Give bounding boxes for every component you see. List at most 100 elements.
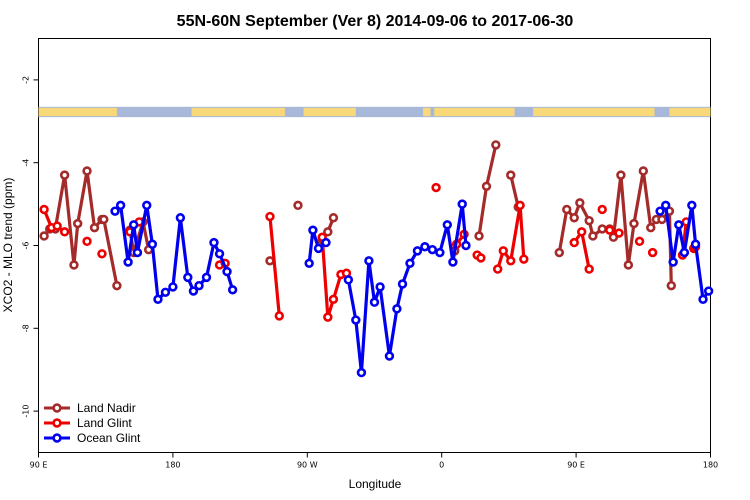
data-point xyxy=(183,272,193,283)
land-ocean-band xyxy=(38,106,711,118)
land-band-segment xyxy=(423,107,431,117)
data-point xyxy=(304,258,314,269)
data-point xyxy=(168,282,178,292)
data-point xyxy=(660,200,671,211)
series-line xyxy=(268,216,281,317)
legend-label: Ocean Glint xyxy=(77,431,141,445)
data-point xyxy=(69,260,79,270)
data-point xyxy=(690,239,701,249)
data-point xyxy=(293,200,303,211)
data-point xyxy=(323,312,333,322)
data-point xyxy=(647,247,658,258)
x-tick-label: 90 E xyxy=(30,461,48,470)
data-point xyxy=(634,236,645,247)
data-point xyxy=(110,206,120,216)
data-point xyxy=(160,287,171,297)
data-point xyxy=(506,170,516,180)
y-tick-label: -8 xyxy=(22,324,31,332)
data-point xyxy=(562,204,572,215)
data-point xyxy=(666,280,676,291)
data-point xyxy=(227,285,238,295)
legend-swatch-marker xyxy=(52,433,62,443)
axis-layer: 90 E 180 90 W 0 90 E 180 -2 -4 -6 -8 -10 xyxy=(22,76,719,470)
data-point xyxy=(491,140,501,150)
y-axis-label: XCO2 - MLO trend (ppm) xyxy=(1,178,15,313)
data-point xyxy=(201,272,212,283)
data-point xyxy=(604,225,615,235)
x-tick-label: 90 W xyxy=(297,461,318,470)
data-point xyxy=(461,240,471,251)
series-line xyxy=(307,228,327,264)
land-band-segment xyxy=(191,107,285,117)
data-point xyxy=(194,280,204,291)
data-point xyxy=(356,367,367,378)
data-point xyxy=(474,231,484,241)
data-point xyxy=(457,199,467,209)
series-ocean-glint xyxy=(110,199,714,378)
data-point xyxy=(265,211,275,222)
data-point xyxy=(397,279,408,289)
data-point xyxy=(89,222,100,233)
data-point xyxy=(687,200,697,211)
data-point xyxy=(132,247,143,258)
data-point xyxy=(405,258,415,269)
data-point xyxy=(364,256,374,266)
legend-label: Land Glint xyxy=(77,416,132,430)
data-point xyxy=(142,200,152,211)
data-point xyxy=(321,237,331,248)
legend-swatch-marker xyxy=(52,403,62,413)
land-band-segment xyxy=(669,107,711,117)
data-point xyxy=(313,243,324,254)
x-tick-label: 180 xyxy=(703,461,718,470)
data-point xyxy=(448,257,458,267)
data-point xyxy=(493,264,503,274)
data-point xyxy=(614,228,624,238)
data-point xyxy=(515,200,525,211)
y-tick-label: -10 xyxy=(22,405,31,418)
data-point xyxy=(343,275,354,285)
data-point xyxy=(498,246,508,256)
data-point xyxy=(657,214,667,225)
data-point xyxy=(506,256,516,266)
data-point xyxy=(147,239,158,249)
data-point xyxy=(115,200,126,211)
data-point xyxy=(575,198,585,208)
ocean-band xyxy=(38,106,711,118)
data-point xyxy=(175,213,186,223)
data-point xyxy=(668,257,678,267)
data-point xyxy=(427,244,438,255)
data-point xyxy=(222,266,232,277)
series-land-nadir xyxy=(39,140,676,291)
data-point xyxy=(308,225,318,235)
data-point xyxy=(588,231,598,241)
x-tick-label: 0 xyxy=(439,461,444,470)
data-point xyxy=(481,181,492,191)
data-point xyxy=(39,204,49,215)
data-point xyxy=(82,236,92,247)
data-point xyxy=(323,227,333,237)
data-point xyxy=(435,247,445,258)
y-tick-label: -2 xyxy=(22,76,31,84)
data-point xyxy=(623,260,634,270)
data-point xyxy=(638,166,648,176)
data-point xyxy=(646,222,656,233)
data-point xyxy=(209,237,219,248)
legend-swatch-marker xyxy=(52,418,62,428)
data-point xyxy=(369,297,380,307)
data-point xyxy=(72,218,83,229)
data-point xyxy=(392,304,402,314)
chart-title: 55N-60N September (Ver 8) 2014-09-06 to … xyxy=(177,13,574,30)
data-point xyxy=(519,254,529,264)
data-point xyxy=(52,221,62,231)
land-band-segment xyxy=(434,107,515,117)
x-axis-label: Longitude xyxy=(349,477,402,491)
data-point xyxy=(442,220,452,230)
data-point xyxy=(99,214,109,225)
data-point xyxy=(584,264,594,274)
data-point xyxy=(703,286,714,296)
data-point xyxy=(420,242,430,252)
data-point xyxy=(679,247,690,258)
data-point xyxy=(129,220,139,230)
